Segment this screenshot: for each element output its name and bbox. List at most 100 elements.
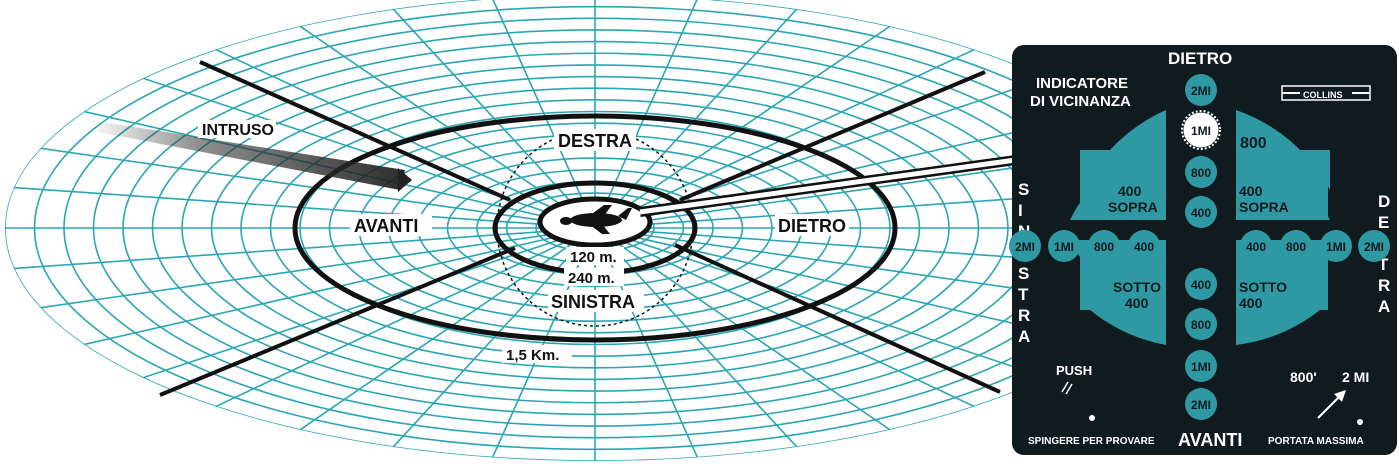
- label-rear: DIETRO: [778, 216, 846, 236]
- label-left: SINISTRA: [551, 292, 635, 312]
- left-vertical-letter: R: [1018, 306, 1030, 325]
- dot-label-bottom-800: 800: [1191, 318, 1211, 332]
- push-button: [1089, 415, 1095, 421]
- dot-right-1mi: [1320, 230, 1352, 262]
- dot-left-2mi: [1009, 230, 1041, 262]
- airplane-icon: [560, 205, 632, 234]
- label-ring-240: 240 m.: [568, 270, 615, 287]
- label-ring-120: 120 m.: [570, 249, 617, 266]
- grid-spoke: [594, 227, 897, 435]
- push-caption: SPINGERE PER PROVARE: [1028, 436, 1155, 447]
- dotted-circle: [496, 129, 694, 327]
- grid-spoke: [594, 227, 802, 452]
- dot-left-1mi: [1048, 230, 1080, 262]
- quad-lr-line1: SOTTO: [1239, 279, 1287, 295]
- collins-logo-text: COLLINS: [1303, 90, 1343, 100]
- panel-title-line2: DI VICINANZA: [1030, 93, 1131, 110]
- push-label: PUSH: [1056, 363, 1092, 378]
- right-vertical-letter: A: [1378, 297, 1390, 316]
- ring-1500m: [292, 113, 898, 343]
- quad-ll-line2: 400: [1125, 295, 1149, 311]
- dot-label-top-400: 400: [1191, 206, 1211, 220]
- dot-bottom-400: [1185, 268, 1217, 300]
- dot-label-top-2mi: 2MI: [1191, 84, 1211, 98]
- grid-spoke: [293, 21, 596, 229]
- quad-ll-line1: SOTTO: [1113, 279, 1161, 295]
- panel-top-label: DIETRO: [1168, 49, 1232, 68]
- quad-ul-line1: 400: [1118, 183, 1142, 199]
- quad-sw-800: 800: [1118, 377, 1145, 394]
- grid-spoke: [594, 4, 802, 229]
- collins-logo: COLLINS: [1281, 85, 1371, 101]
- dot-right-400: [1240, 230, 1272, 262]
- quad-ur-line1: 400: [1239, 183, 1263, 199]
- label-front: AVANTI: [354, 216, 418, 236]
- range-caption: PORTATA MASSIMA: [1268, 436, 1364, 447]
- range-max: 2 MI: [1342, 369, 1369, 385]
- proximity-panel: INDICATORE DI VICINANZA DIETRO AVANTI CO…: [1009, 45, 1397, 455]
- dot-right-2mi: [1358, 230, 1390, 262]
- dot-label-right-800: 800: [1286, 240, 1306, 254]
- grid-spoke: [594, 227, 701, 461]
- dot-label-top-800: 800: [1191, 166, 1211, 180]
- dot-label-left-2mi: 2MI: [1015, 240, 1035, 254]
- grid-spoke: [594, 21, 897, 229]
- diagram-labels: INTRUSO DESTRA AVANTI DIETRO 120 m. 240 …: [198, 120, 849, 364]
- panel-title-line1: INDICATORE: [1036, 75, 1128, 92]
- dot-label-bottom-2mi: 2MI: [1191, 398, 1211, 412]
- dot-top-400: [1185, 196, 1217, 228]
- dot-right-800: [1280, 230, 1312, 262]
- grid-spoke: [133, 227, 596, 382]
- quad-lr-line2: 400: [1239, 295, 1263, 311]
- range-knob-arrow-icon: [1317, 390, 1346, 419]
- right-vertical-letter: T: [1378, 255, 1389, 274]
- dot-label-top-1mi: 1MI: [1191, 124, 1211, 138]
- grid-spoke: [594, 74, 1057, 229]
- quad-ne-800: 800: [1240, 135, 1267, 152]
- grid-spoke: [207, 45, 596, 229]
- left-vertical-letter: A: [1018, 327, 1030, 346]
- left-vertical-letter: I: [1018, 201, 1023, 220]
- quad-ul-line2: SOPRA: [1108, 199, 1158, 215]
- range-min: 800': [1290, 369, 1317, 385]
- left-vertical-letter: S: [1018, 264, 1029, 283]
- dot-label-right-1mi: 1MI: [1326, 240, 1346, 254]
- quad-se-800: 800: [1240, 372, 1267, 389]
- dot-label-right-2mi: 2MI: [1364, 240, 1384, 254]
- dot-left-800: [1088, 230, 1120, 262]
- intruder-trail: [88, 120, 412, 192]
- dot-label-bottom-1mi: 1MI: [1191, 360, 1211, 374]
- grid-spoke: [594, 0, 701, 229]
- dot-label-left-1mi: 1MI: [1054, 240, 1074, 254]
- dot-top-2mi: [1185, 74, 1217, 106]
- grid-spoke: [207, 227, 596, 411]
- dot-top-1mi: [1183, 112, 1219, 148]
- sector-lines: [159, 60, 1001, 397]
- dot-label-bottom-400: 400: [1191, 278, 1211, 292]
- label-ring-1500: 1,5 Km.: [506, 347, 559, 364]
- dot-label-left-800: 800: [1094, 240, 1114, 254]
- dot-bottom-800: [1185, 308, 1217, 340]
- grid-spoke: [388, 227, 596, 452]
- quad-ur-line2: SOPRA: [1239, 199, 1289, 215]
- label-intruder: INTRUSO: [202, 122, 274, 139]
- panel-bottom-label: AVANTI: [1178, 430, 1242, 450]
- panel-disc-outer: [1085, 110, 1330, 345]
- grid-spoke: [594, 227, 983, 411]
- right-vertical-letter: D: [1378, 192, 1390, 211]
- label-right: DESTRA: [558, 131, 632, 151]
- grid-spoke: [388, 4, 596, 229]
- range-dots: 2MI 1MI 800 400 2MI 1MI 800 400 400 800 1MI 2MI 400 8…: [1009, 74, 1390, 420]
- left-vertical-letter: T: [1018, 285, 1029, 304]
- grid-spoke: [133, 74, 596, 229]
- grid-spoke: [594, 227, 1057, 382]
- left-vertical-letter: S: [1018, 180, 1029, 199]
- grid-spoke: [489, 0, 596, 229]
- dot-bottom-2mi: [1185, 388, 1217, 420]
- dot-top-800: [1185, 156, 1217, 188]
- dot-label-left-400: 400: [1134, 240, 1154, 254]
- right-vertical-letter: E: [1378, 213, 1389, 232]
- dot-left-400: [1128, 230, 1160, 262]
- grid-spoke: [293, 227, 596, 435]
